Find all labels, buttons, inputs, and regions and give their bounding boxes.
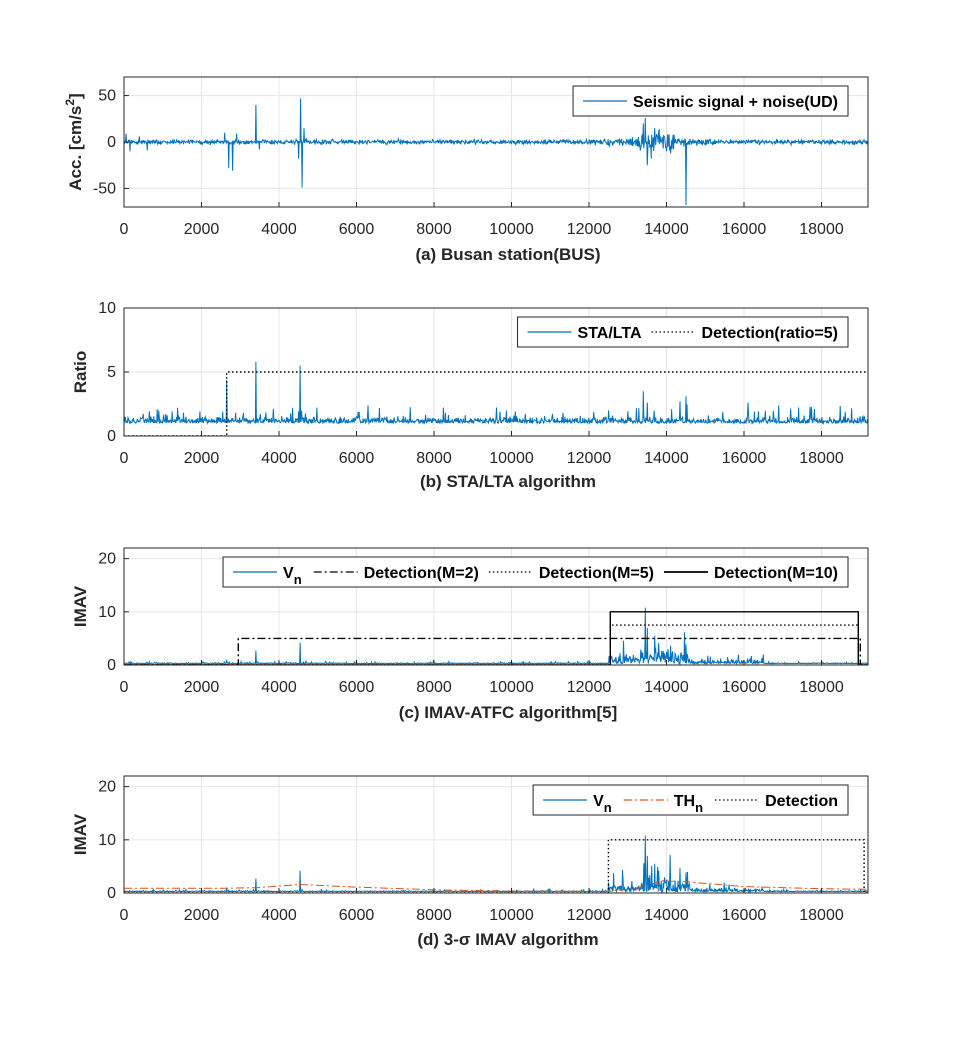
panel-caption: (d) 3-σ IMAV algorithm [417, 930, 598, 949]
series-line [124, 611, 868, 665]
x-tick-label: 6000 [339, 450, 375, 467]
y-tick-label: 5 [107, 364, 116, 381]
x-tick-label: 6000 [339, 221, 375, 238]
series-line [124, 835, 868, 893]
x-tick-label: 0 [120, 450, 129, 467]
y-tick-label: 10 [98, 604, 116, 621]
legend: Seismic signal + noise(UD) [572, 85, 849, 117]
x-tick-label: 4000 [261, 450, 297, 467]
x-tick-label: 14000 [644, 679, 689, 696]
y-tick-label: -50 [93, 180, 116, 197]
x-tick-label: 10000 [489, 221, 534, 238]
x-tick-label: 0 [120, 221, 129, 238]
x-tick-label: 14000 [644, 450, 689, 467]
x-tick-label: 4000 [261, 907, 297, 924]
panel-c: 0 2000 4000 6000 8000 10000 12000 14000 16000 180… [71, 547, 869, 722]
series-line [124, 637, 868, 665]
x-tick-label: 18000 [799, 450, 844, 467]
x-tick-label: 8000 [416, 679, 452, 696]
y-tick-label: 0 [107, 428, 116, 445]
x-tick-label: 18000 [799, 679, 844, 696]
x-tick-label: 8000 [416, 907, 452, 924]
y-tick-label: 10 [98, 300, 116, 317]
legend-label: STA/LTA [578, 325, 642, 342]
x-tick-label: 14000 [644, 221, 689, 238]
x-tick-label: 16000 [722, 221, 767, 238]
x-tick-label: 16000 [722, 679, 767, 696]
series-line [124, 361, 868, 426]
y-tick-label: 50 [98, 88, 116, 105]
panel-caption: (b) STA/LTA algorithm [420, 472, 596, 491]
y-axis-label: Acc. [cm/s2] [63, 93, 85, 190]
x-tick-label: 12000 [567, 221, 612, 238]
y-tick-label: 10 [98, 832, 116, 849]
x-tick-label: 2000 [184, 450, 220, 467]
x-tick-label: 18000 [799, 907, 844, 924]
y-tick-label: 0 [107, 885, 116, 902]
y-axis-label: IMAV [71, 813, 90, 855]
x-tick-label: 4000 [261, 221, 297, 238]
axes-box [123, 775, 869, 894]
legend: Vn THn Detection [532, 784, 849, 816]
x-tick-label: 0 [120, 679, 129, 696]
series-line [124, 624, 868, 665]
x-tick-label: 6000 [339, 907, 375, 924]
legend: Vn Detection(M=2) Detection(M=5) Detection(… [222, 556, 849, 588]
plot-area [124, 98, 868, 206]
x-tick-label: 10000 [489, 679, 534, 696]
legend-label: Detection(M=2) [364, 565, 479, 582]
x-tick-label: 10000 [489, 907, 534, 924]
y-axis-label: IMAV [71, 585, 90, 627]
legend: STA/LTA Detection(ratio=5) [517, 316, 849, 348]
legend-label: Vn [593, 793, 612, 815]
x-tick-label: 14000 [644, 907, 689, 924]
legend-box [222, 556, 849, 588]
x-tick-label: 4000 [261, 679, 297, 696]
x-tick-label: 8000 [416, 450, 452, 467]
axes-box [123, 547, 869, 666]
x-tick-label: 2000 [184, 221, 220, 238]
series-line [124, 839, 868, 893]
legend-label: Detection(M=10) [714, 565, 838, 582]
series-line [124, 880, 868, 892]
x-tick-label: 18000 [799, 221, 844, 238]
panel-a: 0 2000 4000 6000 8000 10000 12000 14000 16000 180… [63, 76, 869, 264]
x-tick-label: 8000 [416, 221, 452, 238]
y-tick-label: 20 [98, 551, 116, 568]
panel-caption: (a) Busan station(BUS) [415, 245, 600, 264]
x-tick-label: 16000 [722, 907, 767, 924]
y-axis-label: Ratio [71, 351, 90, 394]
legend-label: THn [674, 793, 703, 815]
series-line [124, 607, 868, 665]
x-tick-label: 12000 [567, 450, 612, 467]
x-tick-label: 12000 [567, 907, 612, 924]
series-line [124, 371, 868, 436]
panel-caption: (c) IMAV-ATFC algorithm[5] [399, 703, 617, 722]
y-tick-label: 0 [107, 134, 116, 151]
legend-label: Vn [283, 565, 302, 587]
legend-label: Seismic signal + noise(UD) [633, 94, 838, 111]
legend-label: Detection(ratio=5) [702, 325, 838, 342]
y-tick-label: 0 [107, 657, 116, 674]
x-tick-label: 10000 [489, 450, 534, 467]
panel-d: 0 2000 4000 6000 8000 10000 12000 14000 16000 180… [71, 775, 869, 949]
legend-label: Detection [765, 793, 838, 810]
y-tick-label: 20 [98, 779, 116, 796]
panel-b: 0 2000 4000 6000 8000 10000 12000 14000 16000 180… [71, 300, 869, 491]
plot-area [124, 607, 868, 665]
x-tick-label: 6000 [339, 679, 375, 696]
x-tick-label: 2000 [184, 907, 220, 924]
x-tick-label: 16000 [722, 450, 767, 467]
legend-label: Detection(M=5) [539, 565, 654, 582]
x-tick-label: 0 [120, 907, 129, 924]
x-tick-label: 12000 [567, 679, 612, 696]
plot-area [124, 361, 868, 436]
x-tick-label: 2000 [184, 679, 220, 696]
plot-area [124, 835, 868, 893]
series-line [124, 98, 868, 206]
legend-box [517, 316, 849, 348]
